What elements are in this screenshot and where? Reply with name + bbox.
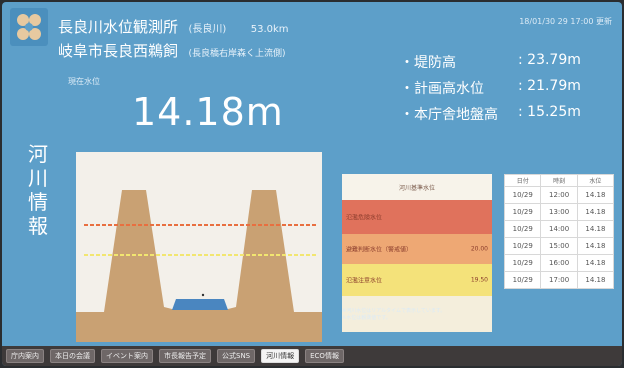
station-name: 長良川水位観測所 (58, 18, 179, 36)
location-note: (長良橋右岸森く上流側) (188, 49, 286, 59)
stat-label: ・本庁舎地盤高 (400, 107, 498, 123)
cell-level: 14.18 (576, 186, 615, 204)
station-header: 長良川水位観測所 (長良川) 53.0km (58, 16, 289, 37)
table-row: 10/29 12:00 14.18 (503, 186, 615, 204)
table-row: 10/29 14:00 14.18 (503, 220, 615, 238)
band-value: 20.00 (470, 245, 488, 253)
cell-date: 10/29 (503, 203, 542, 221)
cell-date: 10/29 (503, 237, 542, 255)
nav-office-guide-button[interactable]: 庁内案内 (6, 349, 44, 363)
table-header-row: 日付 時刻 水位 (503, 174, 615, 187)
cell-date: 10/29 (503, 186, 542, 204)
cell-time: 13:00 (540, 203, 578, 221)
location-header: 岐阜市長良西鵜飼 (長良橋右岸森く上流側) (58, 40, 286, 61)
footnote-line: ※河川水位はリアルタイムで表示しています。 (342, 308, 446, 314)
table-row: 10/29 16:00 14.18 (503, 254, 615, 272)
legend-band-caution: 氾濫注意水位 19.50 (342, 264, 492, 296)
title-char: 情 (28, 190, 48, 214)
column-header-level: 水位 (576, 174, 615, 187)
footnote-line: ※水位は観測値です。 (342, 315, 391, 321)
table-row: 10/29 13:00 14.18 (503, 203, 615, 221)
column-header-date: 日付 (503, 174, 542, 187)
cell-level: 14.18 (576, 220, 615, 238)
stat-planned-water-level: ・計画高水位 : 21.79m (400, 78, 616, 104)
band-value: 19.50 (470, 276, 488, 284)
station-river: (長良川) (188, 24, 227, 35)
cell-time: 15:00 (540, 237, 578, 255)
nav-sns-button[interactable]: 公式SNS (217, 349, 256, 363)
water-marker (201, 293, 205, 297)
table-row: 10/29 17:00 14.18 (503, 271, 615, 289)
nav-mayor-schedule-button[interactable]: 市長報告予定 (159, 349, 211, 363)
nav-meetings-button[interactable]: 本日の会議 (50, 349, 95, 363)
title-char: 報 (28, 214, 48, 238)
cell-date: 10/29 (503, 254, 542, 272)
band-label: 氾濫注意水位 (346, 277, 383, 285)
cell-time: 17:00 (540, 271, 578, 289)
station-distance: 53.0km (250, 24, 289, 35)
update-timestamp: 18/01/30 29 17:00 更新 (519, 17, 612, 26)
stat-office-ground-height: ・本庁舎地盤高 : 15.25m (400, 104, 616, 130)
location-name: 岐阜市長良西鵜飼 (58, 42, 179, 60)
stat-value: : 15.25m (518, 104, 581, 120)
title-char: 川 (28, 166, 48, 190)
cell-level: 14.18 (576, 271, 615, 289)
stat-value: : 23.79m (518, 52, 581, 68)
column-header-time: 時刻 (540, 174, 578, 187)
title-char: 河 (28, 142, 48, 166)
bottom-navigation: 庁内案内 本日の会議 イベント案内 市長報告予定 公式SNS 河川情報 ECO情… (2, 346, 622, 366)
section-title-vertical: 河 川 情 報 (24, 142, 52, 238)
cell-date: 10/29 (503, 220, 542, 238)
cell-date: 10/29 (503, 271, 542, 289)
legend-band-danger: 氾濫危険水位 (342, 200, 492, 234)
city-emblem-icon (10, 8, 48, 46)
cell-level: 14.18 (576, 254, 615, 272)
cell-time: 14:00 (540, 220, 578, 238)
cell-time: 16:00 (540, 254, 578, 272)
river-water (172, 299, 228, 310)
cell-time: 12:00 (540, 186, 578, 204)
stat-levee-height: ・堤防高 : 23.79m (400, 52, 616, 78)
river-cross-section (76, 152, 322, 342)
stat-label: ・堤防高 (400, 55, 456, 71)
nav-events-button[interactable]: イベント案内 (101, 349, 153, 363)
cell-level: 14.18 (576, 237, 615, 255)
current-level-value: 14.18m (132, 90, 284, 134)
band-label: 避難判断水位（警戒値） (346, 246, 413, 254)
current-level-label: 現在水位 (68, 77, 100, 86)
stats-list: ・堤防高 : 23.79m ・計画高水位 : 21.79m ・本庁舎地盤高 : … (400, 52, 616, 130)
legend-footnote: ※河川水位はリアルタイムで表示しています。 ※水位は観測値です。 (342, 308, 512, 322)
cell-level: 14.18 (576, 203, 615, 221)
stat-label: ・計画高水位 (400, 81, 484, 97)
legend-band-warning: 避難判断水位（警戒値） 20.00 (342, 234, 492, 264)
table-row: 10/29 15:00 14.18 (503, 237, 615, 255)
band-label: 氾濫危険水位 (346, 214, 383, 222)
levee-shape (76, 190, 322, 342)
nav-river-info-button[interactable]: 河川情報 (261, 349, 300, 363)
water-level-legend: 河川基準水位 氾濫危険水位 避難判断水位（警戒値） 20.00 氾濫注意水位 1… (342, 174, 492, 332)
water-level-history-table: 日付 時刻 水位 10/29 12:00 14.18 10/29 13:00 1… (503, 174, 615, 289)
stat-value: : 21.79m (518, 78, 581, 94)
nav-eco-info-button[interactable]: ECO情報 (305, 349, 344, 363)
legend-header: 河川基準水位 (342, 174, 492, 200)
